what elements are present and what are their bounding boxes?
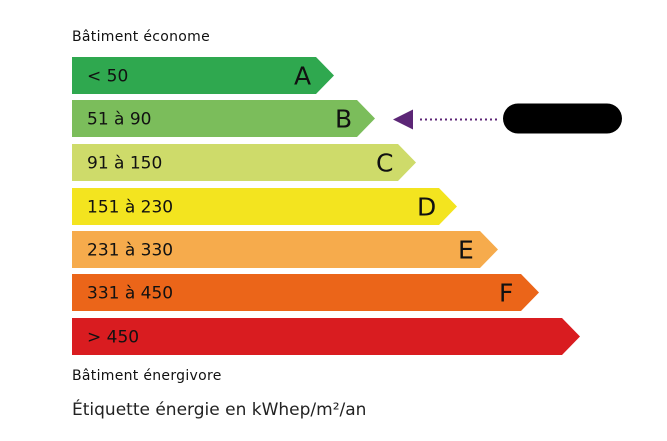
class-bar — [72, 188, 457, 225]
class-range: 151 à 230 — [87, 198, 173, 218]
bottom-label: Bâtiment énergivore — [72, 368, 222, 384]
class-bar — [72, 274, 539, 311]
rating-indicator — [393, 103, 622, 134]
class-letter: F — [499, 279, 513, 308]
energy-class-b: 51 à 90 B — [72, 100, 375, 137]
energy-class-d: 151 à 230 D — [72, 188, 457, 225]
class-range: 231 à 330 — [87, 241, 173, 261]
energy-class-a: < 50 A — [72, 57, 334, 94]
class-range: 51 à 90 — [87, 110, 152, 130]
class-bar — [72, 144, 416, 181]
class-bar — [72, 318, 580, 355]
energy-class-c: 91 à 150 C — [72, 144, 416, 181]
class-letter: B — [335, 105, 352, 134]
top-label: Bâtiment économe — [72, 29, 210, 45]
energy-class-f: 331 à 450 F — [72, 274, 539, 311]
class-letter: D — [417, 193, 436, 222]
class-range: 331 à 450 — [87, 284, 173, 304]
energy-class-e: 231 à 330 E — [72, 231, 498, 268]
unit-label: Étiquette énergie en kWhep/m²/an — [72, 400, 367, 420]
redacted-value — [503, 103, 622, 134]
class-range: < 50 — [87, 67, 128, 87]
class-range: > 450 — [87, 328, 139, 348]
class-letter: C — [376, 149, 393, 178]
class-letter: E — [458, 236, 474, 265]
class-letter: A — [294, 62, 311, 91]
class-range: 91 à 150 — [87, 154, 162, 174]
class-bar — [72, 57, 334, 94]
indicator-arrow-icon — [393, 109, 413, 130]
class-bar — [72, 100, 375, 137]
energy-class-g: > 450 — [72, 318, 580, 355]
class-bar — [72, 231, 498, 268]
